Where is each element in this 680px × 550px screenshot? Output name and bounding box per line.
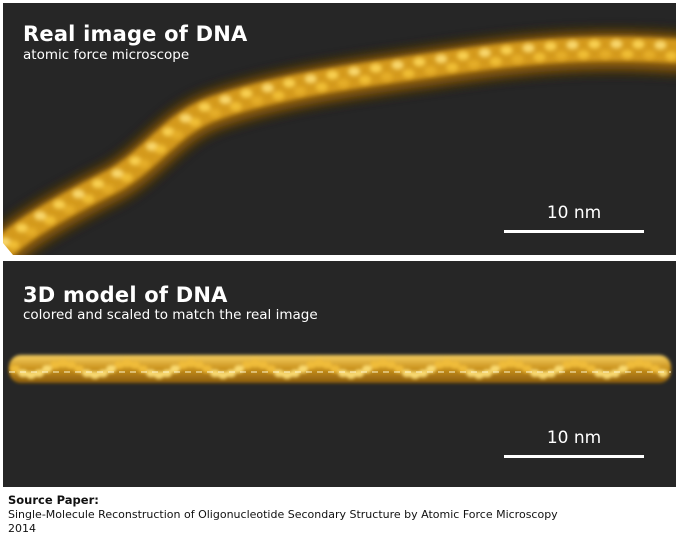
afm-dna-image [3, 27, 676, 255]
model-title: 3D model of DNA [23, 283, 228, 307]
model-image-panel: 3D model of DNA colored and scaled to ma… [3, 261, 676, 487]
real-image-title: Real image of DNA [23, 22, 248, 46]
source-citation: Source Paper: Single-Molecule Reconstruc… [8, 493, 672, 536]
scale-bar-label: 10 nm [546, 428, 602, 448]
source-heading: Source Paper: [8, 493, 99, 507]
scale-bar-line [504, 455, 644, 458]
scale-bar-line [504, 230, 644, 233]
afm-image-panel: Real image of DNA atomic force microscop… [3, 3, 676, 255]
dna-3d-model-image [9, 355, 671, 383]
scale-bar-label: 10 nm [546, 203, 602, 223]
source-title: Single-Molecule Reconstruction of Oligon… [8, 508, 558, 521]
real-image-subtitle: atomic force microscope [23, 47, 190, 63]
source-year: 2014 [8, 522, 36, 535]
model-subtitle: colored and scaled to match the real ima… [23, 307, 318, 323]
scale-bar-bottom: 10 nm [504, 428, 644, 462]
scale-bar-top: 10 nm [504, 203, 644, 237]
